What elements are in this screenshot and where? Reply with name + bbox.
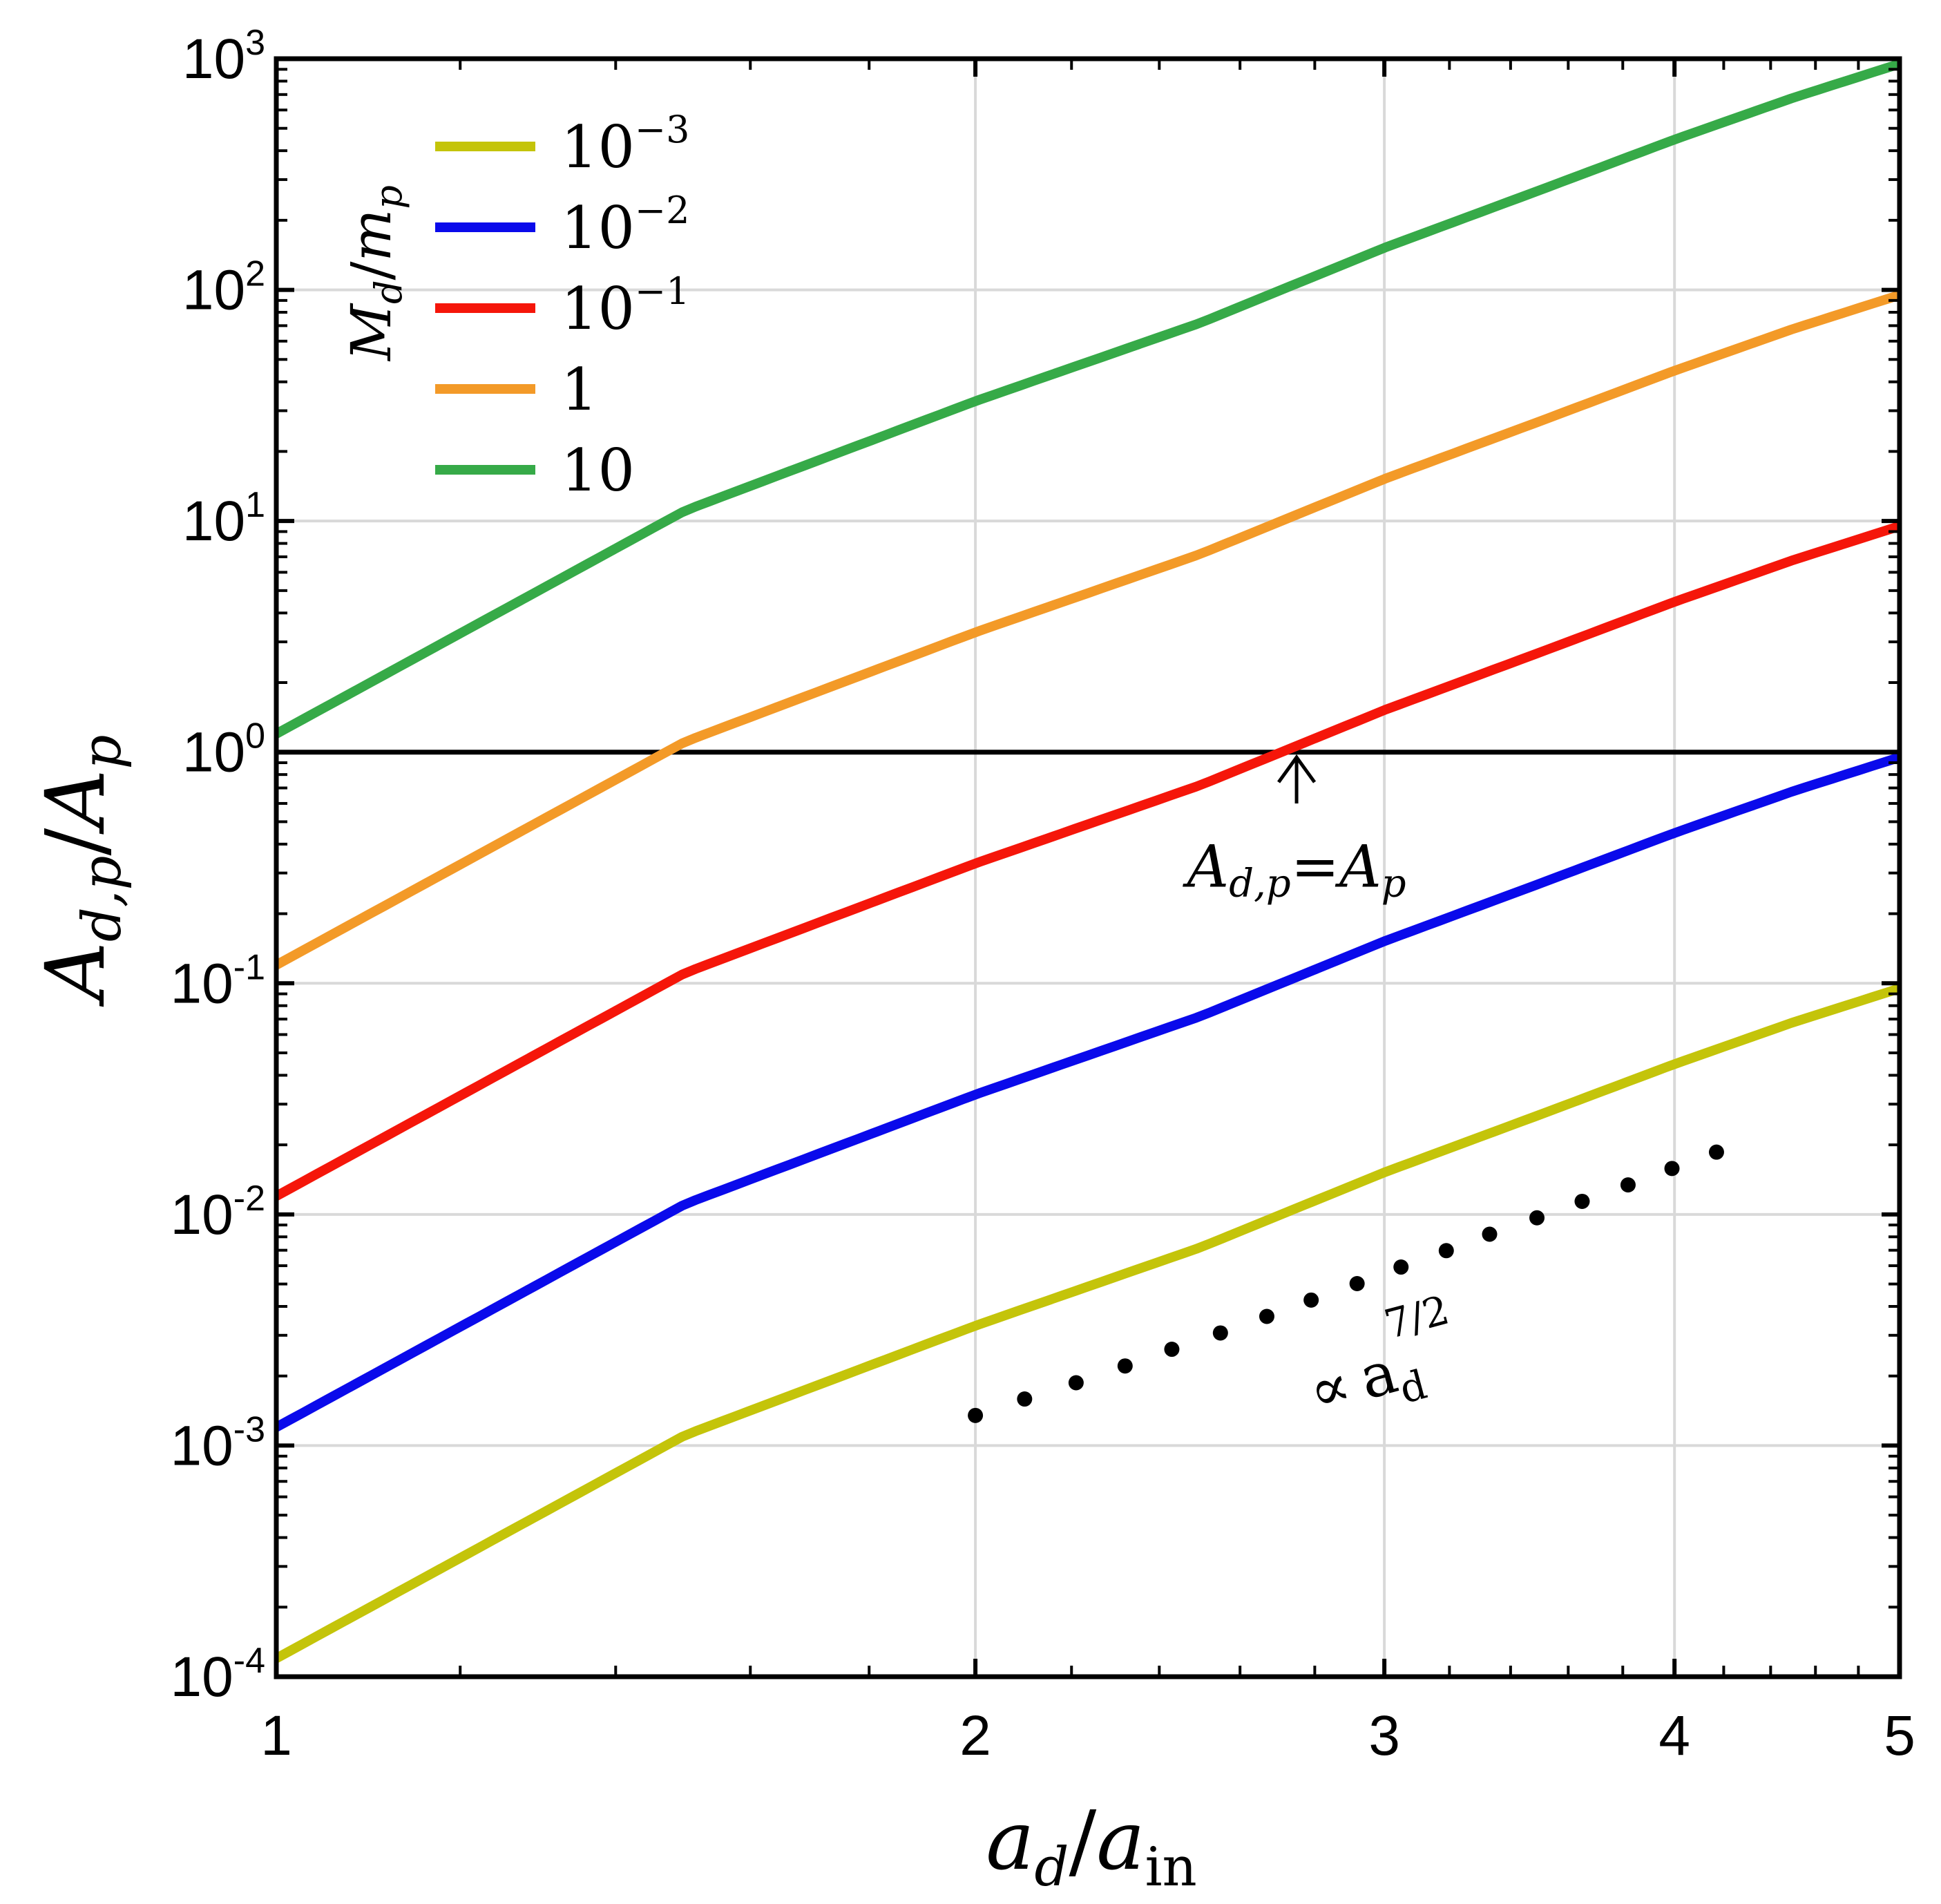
- x-tick-label: 5: [1884, 1704, 1915, 1767]
- power-law-dot: [1393, 1259, 1409, 1275]
- y-tick-label-base: 10: [182, 259, 245, 322]
- power-law-dot: [1068, 1375, 1084, 1391]
- y-tick-label: 10-2: [171, 1179, 265, 1246]
- y-tick-label-base: 10: [182, 721, 245, 784]
- x-tick-label: 3: [1368, 1704, 1400, 1767]
- y-tick-label: 10-1: [171, 947, 265, 1015]
- equality-lhs: A: [1183, 833, 1230, 901]
- y-tick-label-base: 10: [182, 28, 245, 91]
- legend-label-exponent: −2: [635, 189, 690, 232]
- y-tick-label: 101: [182, 485, 265, 553]
- y-axis-label-sub2: p: [71, 735, 133, 770]
- legend-label-base: 10: [561, 437, 635, 504]
- power-law-dot: [1529, 1210, 1545, 1226]
- legend-title-sub2: p: [367, 185, 410, 209]
- equality-rhs-sub: p: [1381, 861, 1406, 906]
- y-tick-label: 10-4: [171, 1641, 265, 1708]
- y-tick-label-exponent: 1: [245, 485, 265, 525]
- x-axis-label-var: a: [986, 1793, 1034, 1888]
- equality-annotation: Ad,p=Ap: [1183, 754, 1406, 906]
- power-law-dot: [1574, 1193, 1590, 1209]
- legend-label-base: 1: [561, 356, 597, 423]
- legend-label: 1: [561, 356, 597, 423]
- y-axis-label-sub: d,p: [71, 856, 133, 942]
- power-law-dot: [1708, 1144, 1724, 1160]
- x-tick-label: 2: [959, 1704, 991, 1767]
- power-law-dots: [968, 1144, 1724, 1423]
- power-law-dot: [1212, 1325, 1228, 1341]
- y-tick-label-exponent: 0: [245, 716, 265, 756]
- plot-frame: [274, 56, 1902, 1679]
- x-axis-label: ad/ain: [986, 1793, 1197, 1898]
- power-law-dot: [1303, 1292, 1319, 1308]
- legend-title-var2: m: [339, 209, 403, 262]
- y-tick-label-base: 10: [171, 1183, 233, 1246]
- power-law-dot: [1017, 1391, 1033, 1407]
- legend-label-exponent: −1: [635, 269, 690, 313]
- legend-label: 10−3: [561, 108, 690, 181]
- x-axis-label-var2: a: [1096, 1793, 1145, 1888]
- series-line-3: [274, 290, 1902, 969]
- y-tick-label-base: 10: [171, 1646, 233, 1708]
- y-tick-label-base: 10: [171, 1414, 233, 1477]
- series-line-1: [274, 752, 1902, 1432]
- y-tick-label: 100: [182, 716, 265, 784]
- x-axis-label-sub: d: [1035, 1836, 1069, 1898]
- x-tick-label: 1: [260, 1704, 292, 1767]
- y-axis-label: Ad,p/Ap: [28, 735, 133, 1007]
- power-law-dot: [1482, 1226, 1498, 1242]
- power-law-dot: [1349, 1275, 1365, 1291]
- y-tick-label-exponent: 3: [245, 23, 265, 63]
- legend-title-slash: /: [339, 261, 403, 280]
- x-axis-label-slash: /: [1069, 1793, 1096, 1888]
- y-tick-label-exponent: -2: [233, 1179, 265, 1219]
- power-law-dot: [1438, 1243, 1454, 1259]
- x-axis-label-sub2: in: [1145, 1836, 1197, 1898]
- equality-label: Ad,p=Ap: [1183, 833, 1406, 906]
- legend-label-exponent: −3: [635, 108, 690, 151]
- equality-rhs: A: [1335, 833, 1381, 901]
- legend-label: 10: [561, 437, 635, 504]
- power-law-dot: [1117, 1358, 1133, 1374]
- y-axis-label-slash: /: [28, 828, 123, 856]
- y-axis-label-var: A: [28, 942, 123, 1007]
- power-law-dot: [1164, 1342, 1180, 1358]
- minor-ticks: [276, 59, 1902, 1679]
- legend-title-sub: d: [367, 280, 410, 304]
- y-tick-label: 10-3: [171, 1409, 265, 1477]
- series-line-0: [274, 984, 1902, 1663]
- legend-title: Md/mp: [339, 185, 410, 362]
- legend-label: 10−1: [561, 269, 690, 343]
- power-law-dot: [1620, 1177, 1636, 1193]
- equality-sign: =: [1291, 833, 1339, 901]
- power-law-dot: [968, 1407, 984, 1423]
- series-line-4: [274, 59, 1902, 739]
- power-law-dot: [1259, 1308, 1274, 1324]
- x-tick-label: 4: [1658, 1704, 1690, 1767]
- equality-arrow-head: [1277, 754, 1317, 783]
- y-tick-label: 103: [182, 23, 265, 91]
- legend-title-var: M: [339, 303, 403, 362]
- legend-label-base: 10: [561, 113, 635, 181]
- equality-lhs-sub: d,p: [1229, 861, 1291, 906]
- legend-label: 10−2: [561, 189, 690, 262]
- y-axis-label-var2: A: [28, 770, 123, 835]
- y-tick-label-base: 10: [182, 490, 245, 553]
- y-tick-label: 102: [182, 254, 265, 322]
- series-layer: [274, 59, 1902, 1663]
- y-tick-label-exponent: -3: [233, 1409, 265, 1449]
- y-tick-label-exponent: 2: [245, 254, 265, 294]
- y-tick-label-exponent: -1: [233, 947, 265, 987]
- legend-label-base: 10: [561, 275, 635, 343]
- series-line-2: [274, 521, 1902, 1201]
- y-tick-label-base: 10: [171, 952, 233, 1015]
- legend-label-base: 10: [561, 194, 635, 262]
- y-tick-label-exponent: -4: [233, 1641, 265, 1681]
- power-law-dot: [1664, 1161, 1680, 1177]
